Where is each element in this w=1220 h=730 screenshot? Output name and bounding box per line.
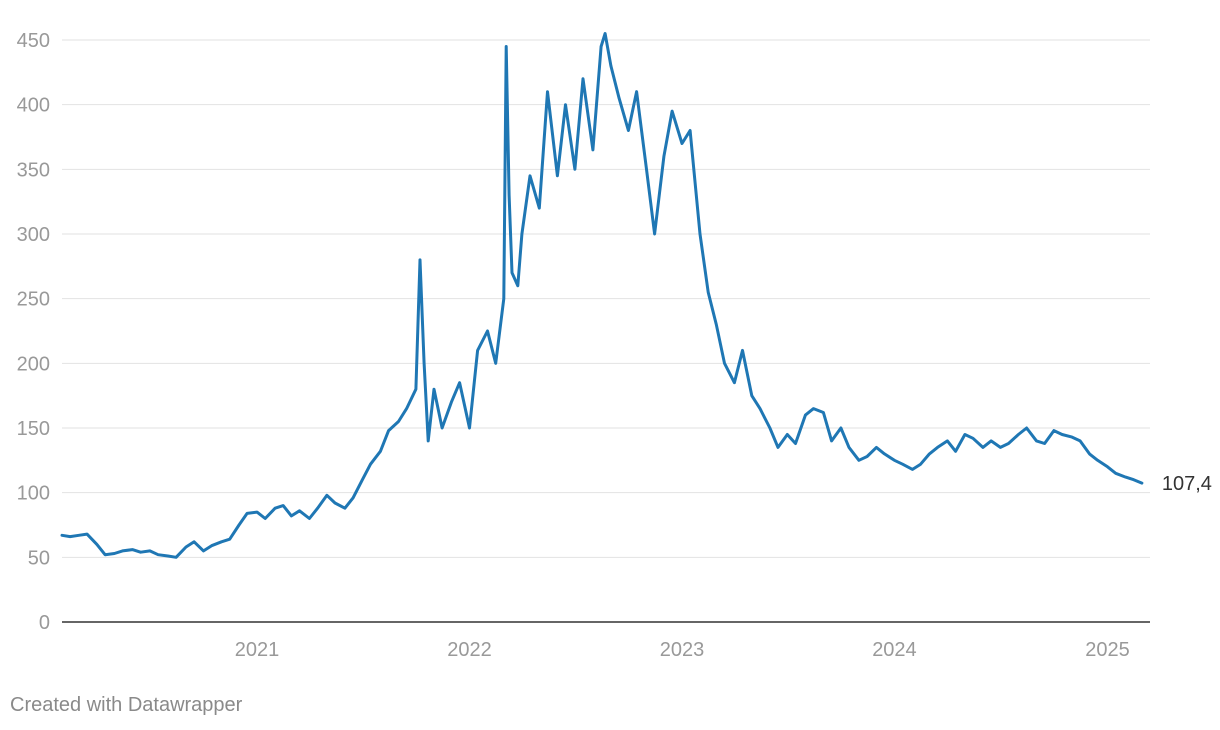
y-tick-label: 400 (17, 95, 50, 117)
y-tick-label: 200 (17, 353, 50, 375)
y-tick-label: 150 (17, 418, 50, 440)
x-tick-label: 2023 (660, 639, 705, 661)
y-tick-label: 0 (39, 612, 50, 634)
x-axis-tick-labels: 2021 2022 2023 2024 2025 (235, 639, 1130, 661)
x-tick-label: 2024 (872, 639, 917, 661)
y-tick-label: 300 (17, 224, 50, 246)
x-tick-label: 2022 (447, 639, 492, 661)
series-line (60, 32, 1144, 559)
x-tick-label: 2021 (235, 639, 280, 661)
gridlines (62, 39, 1150, 558)
footer-credit: Created with Datawrapper (10, 694, 243, 716)
y-tick-label: 250 (17, 289, 50, 311)
y-tick-label: 450 (17, 30, 50, 52)
x-tick-label: 2025 (1085, 639, 1130, 661)
line-chart: 0 50 100 150 200 250 300 350 400 450 2021 2022 2023… (17, 30, 1212, 661)
y-tick-label: 350 (17, 159, 50, 181)
y-tick-label: 50 (28, 547, 50, 569)
y-axis-tick-labels: 0 50 100 150 200 250 300 350 400 450 (17, 30, 50, 634)
end-value-label: 107,4 (1162, 473, 1212, 495)
y-tick-label: 100 (17, 483, 50, 505)
